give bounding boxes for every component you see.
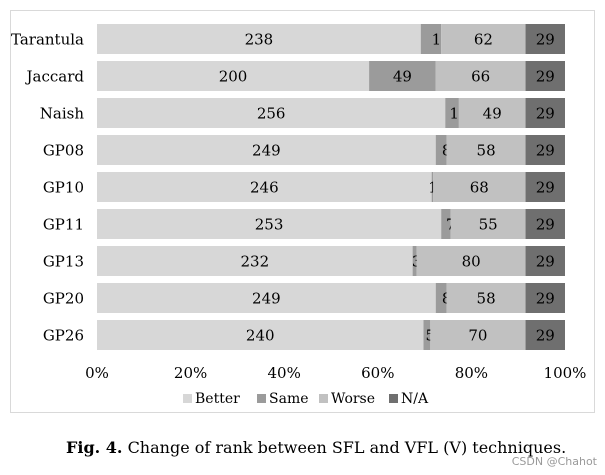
bar-segment-na [525, 24, 565, 54]
category-label: GP20 [43, 290, 84, 308]
x-tick-label: 100% [544, 364, 587, 382]
data-label: 232 [240, 253, 269, 271]
data-label: 29 [536, 31, 555, 49]
category-label: GP10 [43, 179, 84, 197]
bar-segment-na [525, 135, 565, 165]
bar-segment-worse [416, 246, 526, 276]
data-label: 29 [536, 290, 555, 308]
bar-segment-same [445, 98, 459, 128]
bar-segment-worse [433, 172, 526, 202]
data-label: 29 [536, 105, 555, 123]
data-label: 29 [536, 68, 555, 86]
data-label: 200 [219, 68, 248, 86]
bar-segment-same [423, 320, 431, 350]
bar-segment-na [525, 98, 565, 128]
x-tick-label: 0% [85, 364, 109, 382]
data-label: 55 [479, 216, 498, 234]
bar-segment-same [435, 135, 447, 165]
bar-segment-na [525, 172, 565, 202]
data-label: 66 [471, 68, 490, 86]
bar-segment-better [97, 98, 446, 128]
bar-segment-worse [441, 24, 526, 54]
data-label: 58 [477, 290, 496, 308]
bar-segment-same [420, 24, 442, 54]
x-tick-label: 80% [455, 364, 488, 382]
data-label: 68 [470, 179, 489, 197]
data-label: 253 [255, 216, 284, 234]
bar-segment-worse [458, 98, 526, 128]
data-label: 80 [462, 253, 481, 271]
category-label: GP08 [43, 142, 84, 160]
bar-segment-better [97, 61, 370, 91]
watermark: CSDN @Chahot [511, 455, 597, 468]
bar-segment-better [97, 320, 424, 350]
data-label: 29 [536, 142, 555, 160]
bar-segment-same [431, 172, 434, 202]
data-label: 249 [252, 142, 281, 160]
category-label: Tarantula [11, 31, 84, 49]
legend-swatch [319, 394, 328, 403]
stacked-bar-chart: Tarantula238156229Jaccard200496629Naish2… [11, 24, 587, 407]
bar-segment-worse [446, 135, 526, 165]
data-label: 240 [246, 327, 275, 345]
data-label: 249 [252, 290, 281, 308]
data-label: 49 [393, 68, 412, 86]
bar-segment-worse [430, 320, 526, 350]
bar-segment-na [525, 283, 565, 313]
data-label: 58 [477, 142, 496, 160]
category-label: Naish [40, 105, 85, 123]
data-label: 62 [474, 31, 493, 49]
bar-segment-better [97, 283, 436, 313]
bar-segment-better [97, 246, 413, 276]
bar-segment-worse [450, 209, 526, 239]
data-label: 246 [250, 179, 279, 197]
data-label: 238 [245, 31, 274, 49]
caption-label: Fig. 4. [66, 438, 123, 457]
legend-label: Better [195, 391, 240, 407]
data-label: 256 [257, 105, 286, 123]
category-label: GP26 [43, 327, 84, 345]
x-tick-label: 40% [268, 364, 301, 382]
legend-label: Worse [331, 391, 375, 407]
legend-label: Same [269, 391, 309, 407]
legend-swatch [389, 394, 398, 403]
bar-segment-worse [446, 283, 526, 313]
bar-segment-same [412, 246, 417, 276]
data-label: 49 [483, 105, 502, 123]
figure-caption: Fig. 4. Change of rank between SFL and V… [66, 438, 566, 457]
data-label: 29 [536, 253, 555, 271]
data-label: 29 [536, 327, 555, 345]
x-tick-label: 60% [361, 364, 394, 382]
legend-swatch [257, 394, 266, 403]
x-tick-label: 20% [174, 364, 207, 382]
bar-segment-better [97, 209, 442, 239]
caption-text: Change of rank between SFL and VFL (V) t… [127, 438, 567, 457]
category-label: GP13 [43, 253, 84, 271]
bar-segment-na [525, 61, 565, 91]
bar-segment-same [435, 283, 447, 313]
bar-segment-better [97, 172, 432, 202]
legend-swatch [183, 394, 192, 403]
bar-segment-better [97, 24, 421, 54]
data-label: 70 [468, 327, 487, 345]
bar-segment-na [525, 320, 565, 350]
bar-segment-worse [435, 61, 526, 91]
bar-segment-same [441, 209, 451, 239]
bar-segment-na [525, 246, 565, 276]
category-label: Jaccard [25, 68, 85, 86]
bar-segment-na [525, 209, 565, 239]
bar-segment-same [369, 61, 436, 91]
legend-label: N/A [401, 391, 429, 407]
category-label: GP11 [43, 216, 84, 234]
data-label: 29 [536, 216, 555, 234]
data-label: 29 [536, 179, 555, 197]
bar-segment-better [97, 135, 436, 165]
